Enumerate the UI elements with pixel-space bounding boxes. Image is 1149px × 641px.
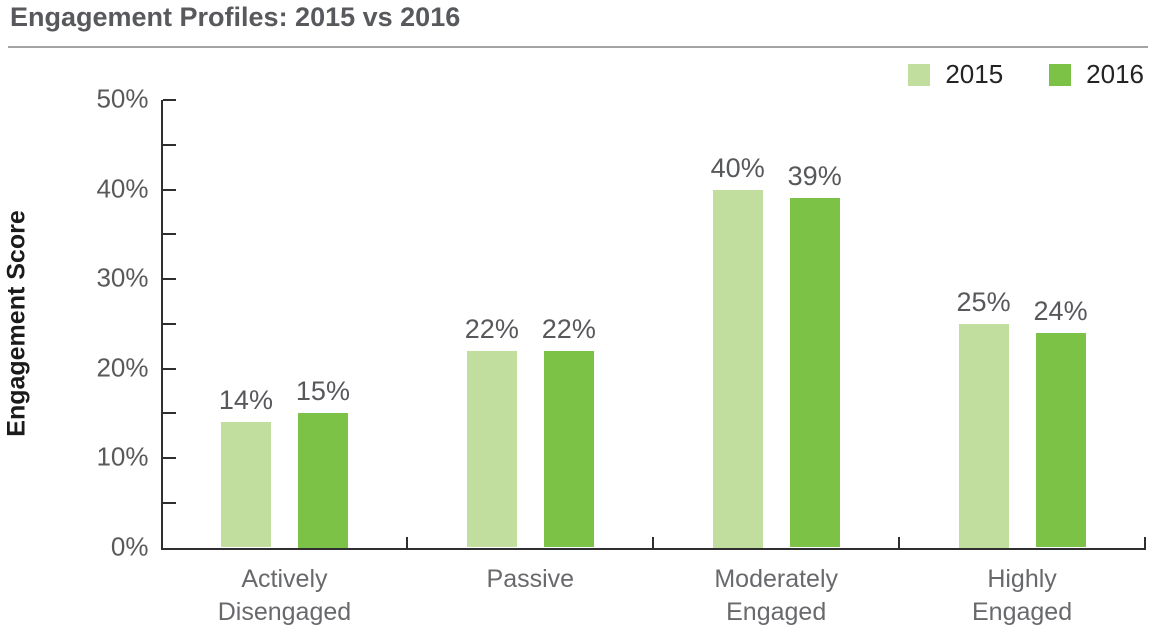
bar-value-label-2016-highly-engaged: 24% bbox=[1033, 295, 1088, 326]
y-axis-tick bbox=[163, 188, 176, 191]
x-axis-category-label-moderately-engaged: Moderately Engaged bbox=[714, 565, 839, 626]
bar-2015-highly-engaged bbox=[958, 323, 1009, 548]
x-axis-category-label-actively-disengaged: Actively Disengaged bbox=[217, 565, 352, 626]
y-axis-tick-label: 0% bbox=[110, 530, 149, 561]
bar-2015-passive bbox=[466, 350, 517, 548]
y-axis-title: Engagement Score bbox=[2, 210, 31, 437]
y-axis-tick bbox=[163, 233, 176, 236]
y-axis-tick bbox=[163, 457, 176, 459]
bar-2016-moderately-engaged bbox=[789, 198, 840, 548]
bar-2015-actively-disengaged bbox=[220, 422, 271, 548]
bar-value-label-2015-passive: 22% bbox=[464, 313, 519, 344]
bar-2015-moderately-engaged bbox=[712, 189, 763, 548]
bar-value-label-2015-highly-engaged: 25% bbox=[956, 286, 1011, 317]
y-axis-tick bbox=[163, 143, 176, 146]
bar-2016-passive bbox=[543, 350, 594, 548]
bar-value-label-2016-actively-disengaged: 15% bbox=[295, 376, 350, 407]
bar-value-label-2015-actively-disengaged: 14% bbox=[218, 385, 273, 416]
bar-value-label-2016-passive: 22% bbox=[541, 313, 596, 344]
legend-swatch-2015 bbox=[908, 63, 931, 86]
x-axis-tick bbox=[406, 536, 409, 548]
bar-value-label-2015-moderately-engaged: 40% bbox=[710, 152, 765, 183]
legend-label-2015: 2015 bbox=[945, 59, 1004, 89]
legend-item-2016: 2016 bbox=[1049, 59, 1144, 90]
legend-swatch-2016 bbox=[1049, 63, 1072, 86]
y-axis-tick-label: 10% bbox=[96, 441, 149, 472]
bar-2016-highly-engaged bbox=[1035, 332, 1086, 548]
y-axis-tick bbox=[163, 412, 176, 415]
x-axis-tick bbox=[1144, 536, 1146, 548]
y-axis-line bbox=[160, 100, 163, 550]
x-axis-tick bbox=[652, 536, 655, 548]
x-axis-line bbox=[160, 547, 1146, 550]
y-axis-tick-label: 30% bbox=[96, 262, 149, 293]
y-axis-tick bbox=[163, 322, 176, 325]
legend-item-2015: 2015 bbox=[908, 59, 1003, 90]
x-axis-category-label-passive: Passive bbox=[486, 565, 575, 593]
bar-2016-actively-disengaged bbox=[297, 413, 348, 548]
x-axis-category-label-highly-engaged: Highly Engaged bbox=[972, 565, 1073, 626]
y-axis-tick bbox=[163, 501, 176, 504]
legend-label-2016: 2016 bbox=[1086, 59, 1144, 89]
bar-value-label-2016-moderately-engaged: 39% bbox=[787, 161, 842, 192]
x-axis-tick bbox=[898, 536, 901, 548]
title-separator-line bbox=[8, 46, 1148, 48]
y-axis-tick bbox=[163, 367, 176, 370]
y-axis-tick-label: 40% bbox=[96, 172, 149, 203]
y-axis-tick bbox=[163, 99, 176, 101]
chart-title: Engagement Profiles: 2015 vs 2016 bbox=[10, 2, 461, 32]
y-axis-tick-label: 20% bbox=[96, 351, 149, 382]
legend: 2015 2016 bbox=[908, 59, 1144, 90]
y-axis-tick-label: 50% bbox=[96, 83, 149, 114]
y-axis-tick bbox=[163, 278, 176, 280]
